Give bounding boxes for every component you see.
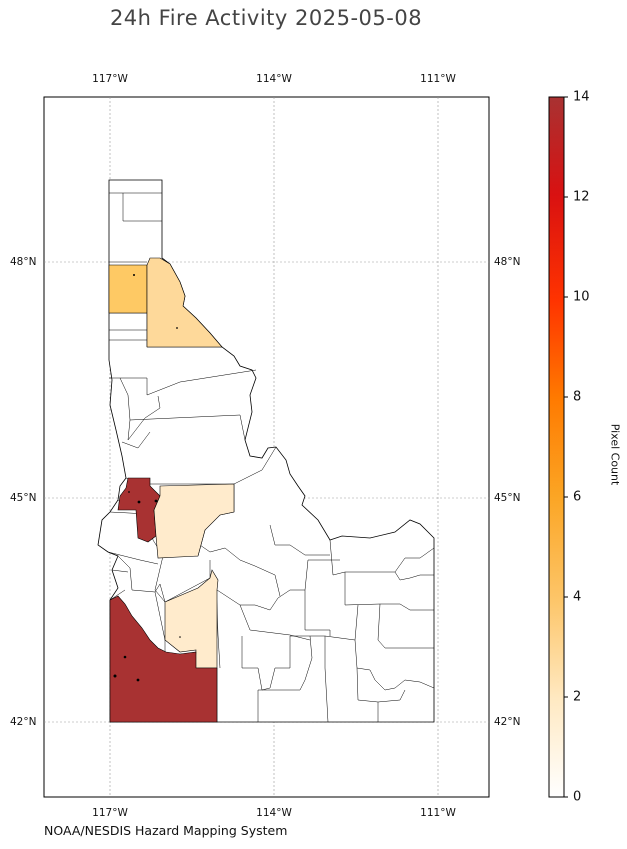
lat-tick-left: 48°N bbox=[10, 256, 37, 268]
colorbar-label: Pixel Count bbox=[608, 423, 622, 486]
fire-detection-points bbox=[113, 274, 181, 682]
lon-tick-bottom: 114°W bbox=[256, 807, 292, 819]
fire-point bbox=[133, 274, 135, 276]
colorbar-tick-label: 12 bbox=[573, 189, 590, 205]
highlighted-counties bbox=[108, 257, 235, 723]
colorbar-tick-label: 0 bbox=[573, 789, 582, 805]
fire-point bbox=[136, 678, 140, 682]
fire-point bbox=[179, 636, 181, 638]
lon-tick-top: 111°W bbox=[420, 73, 456, 85]
fire-point bbox=[113, 674, 117, 678]
colorbar-tick-label: 14 bbox=[573, 89, 590, 105]
fire-point bbox=[137, 500, 141, 504]
lat-tick-left: 45°N bbox=[10, 492, 37, 504]
county-fill-owyhee bbox=[109, 595, 218, 723]
lat-tick-right: 45°N bbox=[494, 492, 521, 504]
lon-tick-bottom: 117°W bbox=[92, 807, 128, 819]
colorbar-tick-label: 10 bbox=[573, 289, 590, 305]
fire-point bbox=[176, 327, 178, 329]
county-fill-valley bbox=[153, 483, 235, 559]
colorbar-tick-label: 6 bbox=[573, 489, 582, 505]
county-fill-shoshone bbox=[146, 257, 223, 348]
colorbar-ticks bbox=[564, 96, 568, 798]
lat-tick-right: 42°N bbox=[494, 716, 521, 728]
lon-tick-top: 114°W bbox=[256, 73, 292, 85]
colorbar bbox=[548, 96, 565, 798]
lat-tick-right: 48°N bbox=[494, 256, 521, 268]
county-fill-bonner bbox=[108, 264, 148, 314]
county-fill-elmore bbox=[164, 569, 219, 669]
lon-tick-bottom: 111°W bbox=[420, 807, 456, 819]
fire-point bbox=[154, 499, 158, 503]
map-title: 24h Fire Activity 2025-05-08 bbox=[109, 6, 423, 30]
colorbar-tick-label: 8 bbox=[573, 389, 582, 405]
source-credit: NOAA/NESDIS Hazard Mapping System bbox=[44, 823, 288, 838]
fire-point bbox=[123, 655, 127, 659]
colorbar-tick-label: 4 bbox=[573, 589, 582, 605]
county-fill-adams bbox=[117, 477, 161, 543]
fire-point bbox=[128, 491, 130, 493]
lat-tick-left: 42°N bbox=[10, 716, 37, 728]
colorbar-tick-label: 2 bbox=[573, 689, 582, 705]
lon-tick-top: 117°W bbox=[92, 73, 128, 85]
